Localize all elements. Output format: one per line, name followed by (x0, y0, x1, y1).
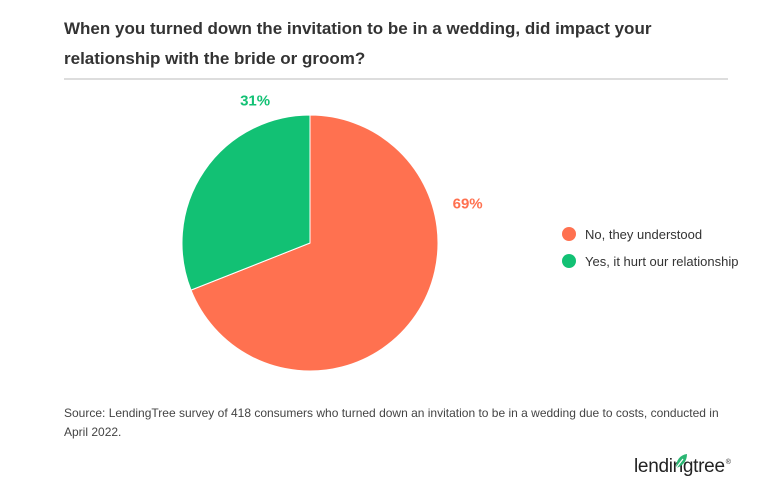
title-divider (64, 78, 728, 80)
chart-title: When you turned down the invitation to b… (64, 19, 652, 68)
lendingtree-logo: lendingtree ® (634, 454, 731, 478)
pie-slice-no (190, 114, 439, 372)
source-note: Source: LendingTree survey of 418 consum… (64, 406, 719, 439)
legend: No, they understood Yes, it hurt our rel… (562, 222, 738, 276)
pie-label-no: 69% (453, 195, 483, 212)
legend-swatch-yes (562, 254, 576, 268)
pie-slice-yes (181, 114, 311, 291)
pie-label-yes: 31% (240, 92, 270, 109)
leaf-icon (675, 454, 687, 469)
logo-registered-mark: ® (725, 459, 731, 466)
legend-item-yes: Yes, it hurt our relationship (562, 249, 738, 273)
legend-swatch-no (562, 227, 576, 241)
legend-label-yes: Yes, it hurt our relationship (585, 253, 739, 269)
legend-label-no: No, they understood (585, 226, 703, 242)
legend-item-no: No, they understood (562, 222, 738, 246)
